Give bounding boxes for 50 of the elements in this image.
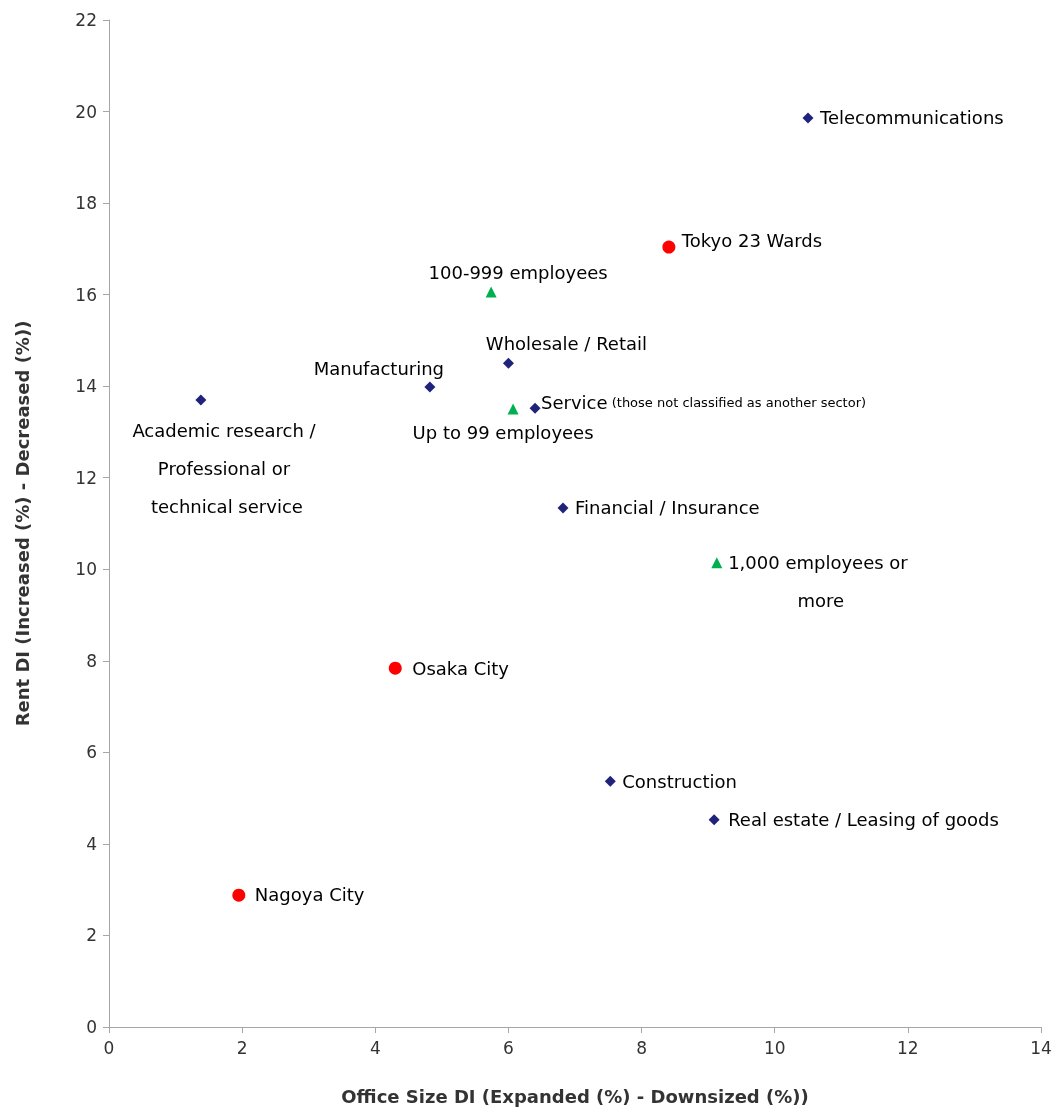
x-tick-label: 12 [897, 1037, 919, 1058]
annotation: Financial / Insurance [575, 497, 760, 519]
point [711, 557, 723, 569]
point [502, 357, 514, 369]
annotation: Osaka City [412, 657, 510, 679]
annotation: Telecommunications [819, 107, 1004, 129]
x-tick-label: 6 [503, 1037, 514, 1058]
point [232, 888, 246, 902]
y-tick-label: 0 [86, 1017, 97, 1037]
point [485, 286, 497, 298]
y-tick-label: 16 [75, 284, 97, 305]
point [708, 814, 720, 826]
point [424, 381, 436, 393]
x-tick-label: 0 [103, 1037, 115, 1058]
annotation: Wholesale / Retail [485, 332, 648, 354]
y-tick-label: 14 [75, 376, 97, 397]
x-axis-title: Office Size DI (Expanded (%) - Downsized (%)) [341, 1085, 809, 1107]
annotation: 100-999 employees [428, 262, 608, 284]
y-axis-title: Rent DI (Increased (%) - Decreased (%)) [11, 320, 33, 727]
point [662, 240, 676, 254]
annotation: Real estate / Leasing of goods [728, 809, 999, 831]
annotation: 1,000 employees or more [728, 552, 914, 612]
annotation: Tokyo 23 Wards [680, 229, 823, 251]
point [195, 394, 207, 406]
annotation: Academic research / Professional or technical service [132, 420, 322, 518]
annotation: Manufacturing [313, 357, 445, 379]
x-tick-label: 14 [1030, 1037, 1052, 1058]
y-tick-label: 8 [86, 650, 97, 671]
x-tick-label: 8 [636, 1037, 647, 1058]
y-tick-label: 18 [75, 193, 97, 214]
x-tick-label: 10 [763, 1037, 786, 1058]
y-tick-label: 10 [75, 559, 97, 580]
x-tick-label: 2 [236, 1037, 248, 1058]
point [604, 775, 616, 787]
annotation: Up to 99 employees [412, 421, 594, 443]
y-tick-label: 4 [86, 833, 97, 854]
annotation: Construction [622, 770, 737, 792]
point [529, 402, 541, 414]
y-tick-label: 22 [75, 10, 97, 30]
point [388, 661, 402, 675]
point [802, 112, 814, 124]
annotation: Service (those not classified as another sector) [541, 391, 867, 413]
annotation: Nagoya City [254, 883, 365, 905]
y-tick-label: 2 [86, 925, 97, 946]
point [557, 502, 569, 514]
y-tick-label: 6 [86, 742, 97, 763]
y-tick-label: 20 [75, 101, 97, 122]
y-tick-label: 12 [75, 467, 97, 488]
x-tick-label: 4 [369, 1037, 381, 1058]
point [507, 403, 519, 415]
